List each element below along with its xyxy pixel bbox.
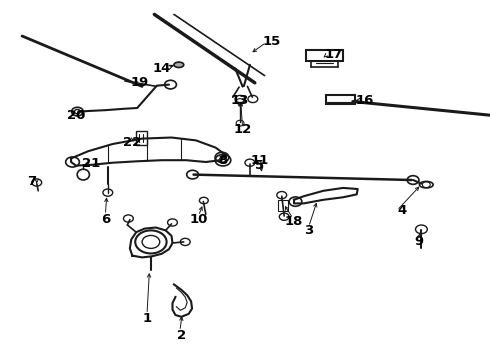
Text: 18: 18 (285, 215, 303, 228)
Bar (306, 50, 343, 61)
Text: 10: 10 (189, 213, 208, 226)
Text: 11: 11 (250, 154, 269, 167)
Bar (136, 131, 147, 145)
Text: 1: 1 (143, 312, 151, 325)
Text: 3: 3 (304, 224, 313, 237)
Text: 20: 20 (67, 109, 85, 122)
Bar (278, 200, 288, 211)
Text: 16: 16 (356, 94, 374, 107)
Text: 5: 5 (255, 159, 264, 172)
Text: 7: 7 (27, 175, 36, 188)
Text: 21: 21 (81, 157, 100, 170)
Ellipse shape (174, 62, 184, 68)
Text: 19: 19 (130, 76, 149, 89)
Text: 2: 2 (177, 329, 186, 342)
Text: 14: 14 (152, 62, 171, 75)
Text: 4: 4 (397, 204, 406, 217)
Text: 15: 15 (263, 35, 281, 48)
Text: 17: 17 (324, 48, 343, 60)
Text: 9: 9 (415, 235, 423, 248)
Text: 13: 13 (231, 94, 249, 107)
Text: 6: 6 (101, 213, 110, 226)
Text: 22: 22 (123, 136, 142, 149)
Text: 8: 8 (219, 154, 227, 167)
Bar (326, 95, 355, 104)
Text: 12: 12 (233, 123, 252, 136)
